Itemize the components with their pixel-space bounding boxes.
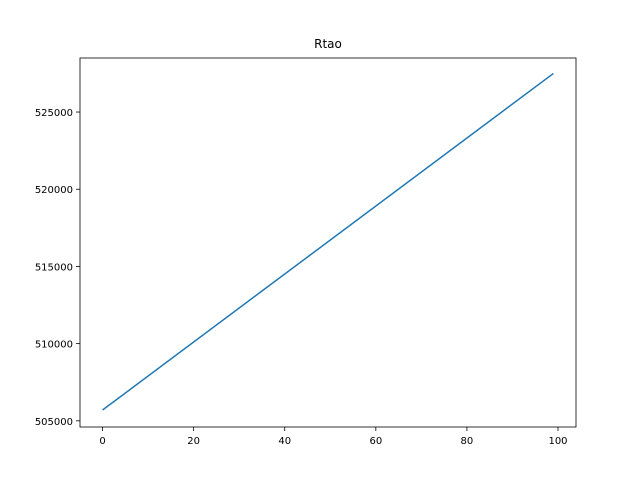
x-tick-label-100: 100 [548, 436, 567, 447]
x-tick-label-0: 0 [99, 436, 105, 447]
x-tick-label-40: 40 [278, 436, 291, 447]
axes-frame [79, 57, 577, 428]
x-tick-label-20: 20 [187, 436, 200, 447]
y-tick-label-525000: 525000 [35, 108, 73, 119]
series-line-0 [102, 72, 554, 411]
y-tick-label-510000: 510000 [35, 340, 73, 351]
x-tick-label-60: 60 [369, 436, 382, 447]
y-tick-label-515000: 515000 [35, 262, 73, 273]
y-tick-label-520000: 520000 [35, 185, 73, 196]
y-tick-label-505000: 505000 [35, 417, 73, 428]
chart-title: Rtao [314, 37, 342, 51]
x-tick-label-80: 80 [461, 436, 474, 447]
plot-area: 0 20 40 60 80 100 505000 510000 515000 520000 5250… [35, 57, 577, 447]
